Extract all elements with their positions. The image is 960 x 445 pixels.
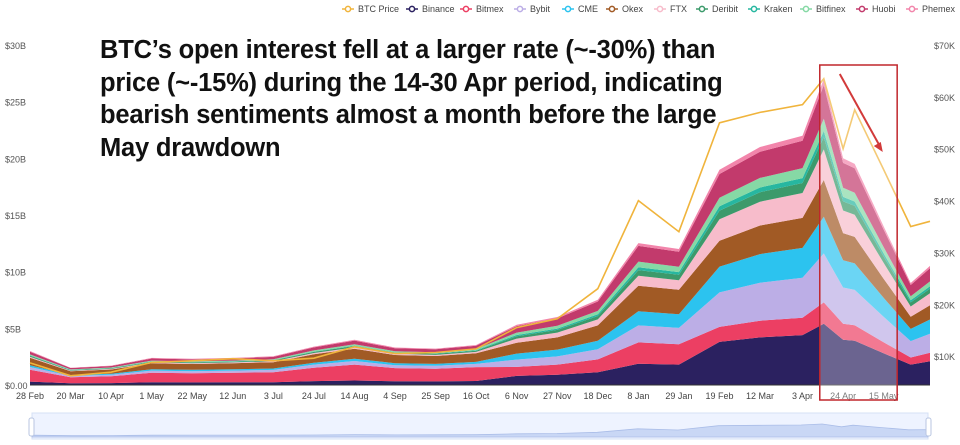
legend-dot-icon <box>750 5 758 13</box>
btc-price-line <box>29 77 931 377</box>
left-tick-label: $25B <box>5 98 26 108</box>
legend-label: Phemex <box>922 4 956 14</box>
x-tick-label: 24 Apr <box>830 391 856 401</box>
x-tick-label: 16 Oct <box>463 391 490 401</box>
legend-label: Bybit <box>530 4 551 14</box>
highlight-box <box>819 64 898 401</box>
right-tick-label: $60K <box>934 93 955 103</box>
left-tick-label: $5B <box>5 324 21 334</box>
x-tick-label: 19 Feb <box>705 391 733 401</box>
right-tick-label: $30K <box>934 248 955 258</box>
legend-item-bitfinex[interactable]: Bitfinex <box>800 4 846 14</box>
legend-item-phemex[interactable]: Phemex <box>906 4 956 14</box>
x-tick-label: 25 Sep <box>421 391 450 401</box>
legend-item-cme[interactable]: CME <box>562 4 598 14</box>
annotation-text: BTC’s open interest fell at a larger rat… <box>100 36 723 162</box>
slider-left-handle[interactable] <box>28 417 35 437</box>
x-tick-label: 20 Mar <box>57 391 85 401</box>
area-bitmex <box>30 302 930 384</box>
x-tick-label: 24 Jul <box>302 391 326 401</box>
x-tick-label: 1 May <box>139 391 164 401</box>
x-tick-label: 12 Mar <box>746 391 774 401</box>
legend-item-kraken[interactable]: Kraken <box>748 4 793 14</box>
legend-label: FTX <box>670 4 687 14</box>
red-arrow <box>838 73 881 147</box>
legend-label: Bitmex <box>476 4 504 14</box>
legend-dot-icon <box>908 5 916 13</box>
arrow-head-icon <box>873 142 883 152</box>
legend-label: Okex <box>622 4 644 14</box>
legend-dot-icon <box>344 5 352 13</box>
x-tick-label: 6 Nov <box>505 391 529 401</box>
legend-dot-icon <box>656 5 664 13</box>
x-tick-label: 14 Aug <box>340 391 368 401</box>
left-tick-label: $0.00 <box>5 381 28 391</box>
legend-label: BTC Price <box>358 4 399 14</box>
x-tick-label: 4 Sep <box>383 391 407 401</box>
legend-item-bitmex[interactable]: Bitmex <box>460 4 504 14</box>
x-tick-label: 10 Apr <box>98 391 124 401</box>
right-axis: $10K $20K $30K $40K $50K $60K $70K <box>934 41 955 362</box>
right-tick-label: $10K <box>934 352 955 362</box>
left-tick-label: $20B <box>5 154 26 164</box>
legend-dot-icon <box>608 5 616 13</box>
legend-item-ftx[interactable]: FTX <box>654 4 687 14</box>
area-binance <box>30 323 930 385</box>
x-tick-label: 18 Dec <box>584 391 613 401</box>
legend-label: Bitfinex <box>816 4 846 14</box>
legend-label: Huobi <box>872 4 896 14</box>
legend-dot-icon <box>516 5 524 13</box>
left-tick-label: $15B <box>5 211 26 221</box>
legend-label: CME <box>578 4 598 14</box>
legend-dot-icon <box>408 5 416 13</box>
datazoom-slider[interactable] <box>28 412 932 440</box>
highlight-rect <box>819 64 898 401</box>
right-tick-label: $50K <box>934 145 955 155</box>
legend: BTC Price Binance Bitmex Bybit CME Okex FTX Der… <box>342 4 956 14</box>
legend-item-bybit[interactable]: Bybit <box>514 4 551 14</box>
legend-label: Binance <box>422 4 455 14</box>
legend-item-deribit[interactable]: Deribit <box>696 4 739 14</box>
x-tick-label: 15 May <box>869 391 899 401</box>
slider-right-handle[interactable] <box>925 417 932 437</box>
legend-item-binance[interactable]: Binance <box>406 4 455 14</box>
x-tick-label: 12 Jun <box>219 391 246 401</box>
x-axis: 28 Feb 20 Mar 10 Apr 1 May 22 May 12 Jun 3 Jul… <box>16 391 899 401</box>
legend-dot-icon <box>802 5 810 13</box>
area-bybit <box>30 253 930 378</box>
right-tick-label: $20K <box>934 300 955 310</box>
x-tick-label: 27 Nov <box>543 391 572 401</box>
left-axis: $0.00 $5B $10B $15B $20B $25B $30B <box>5 41 28 391</box>
legend-item-okex[interactable]: Okex <box>606 4 644 14</box>
legend-item-huobi[interactable]: Huobi <box>856 4 896 14</box>
left-tick-label: $30B <box>5 41 26 51</box>
legend-dot-icon <box>858 5 866 13</box>
right-tick-label: $70K <box>934 41 955 51</box>
stacked-areas <box>30 79 930 385</box>
legend-dot-icon <box>564 5 572 13</box>
left-tick-label: $10B <box>5 268 26 278</box>
right-tick-label: $40K <box>934 197 955 207</box>
x-tick-label: 22 May <box>177 391 207 401</box>
x-tick-label: 3 Jul <box>264 391 283 401</box>
legend-dot-icon <box>462 5 470 13</box>
legend-label: Kraken <box>764 4 793 14</box>
legend-dot-icon <box>698 5 706 13</box>
x-tick-label: 29 Jan <box>665 391 692 401</box>
slider-preview-area <box>31 423 929 438</box>
x-tick-label: 3 Apr <box>792 391 813 401</box>
legend-item-btc-price[interactable]: BTC Price <box>342 4 399 14</box>
legend-label: Deribit <box>712 4 739 14</box>
x-tick-label: 28 Feb <box>16 391 44 401</box>
x-tick-label: 8 Jan <box>627 391 649 401</box>
price-line-layer <box>29 77 931 377</box>
